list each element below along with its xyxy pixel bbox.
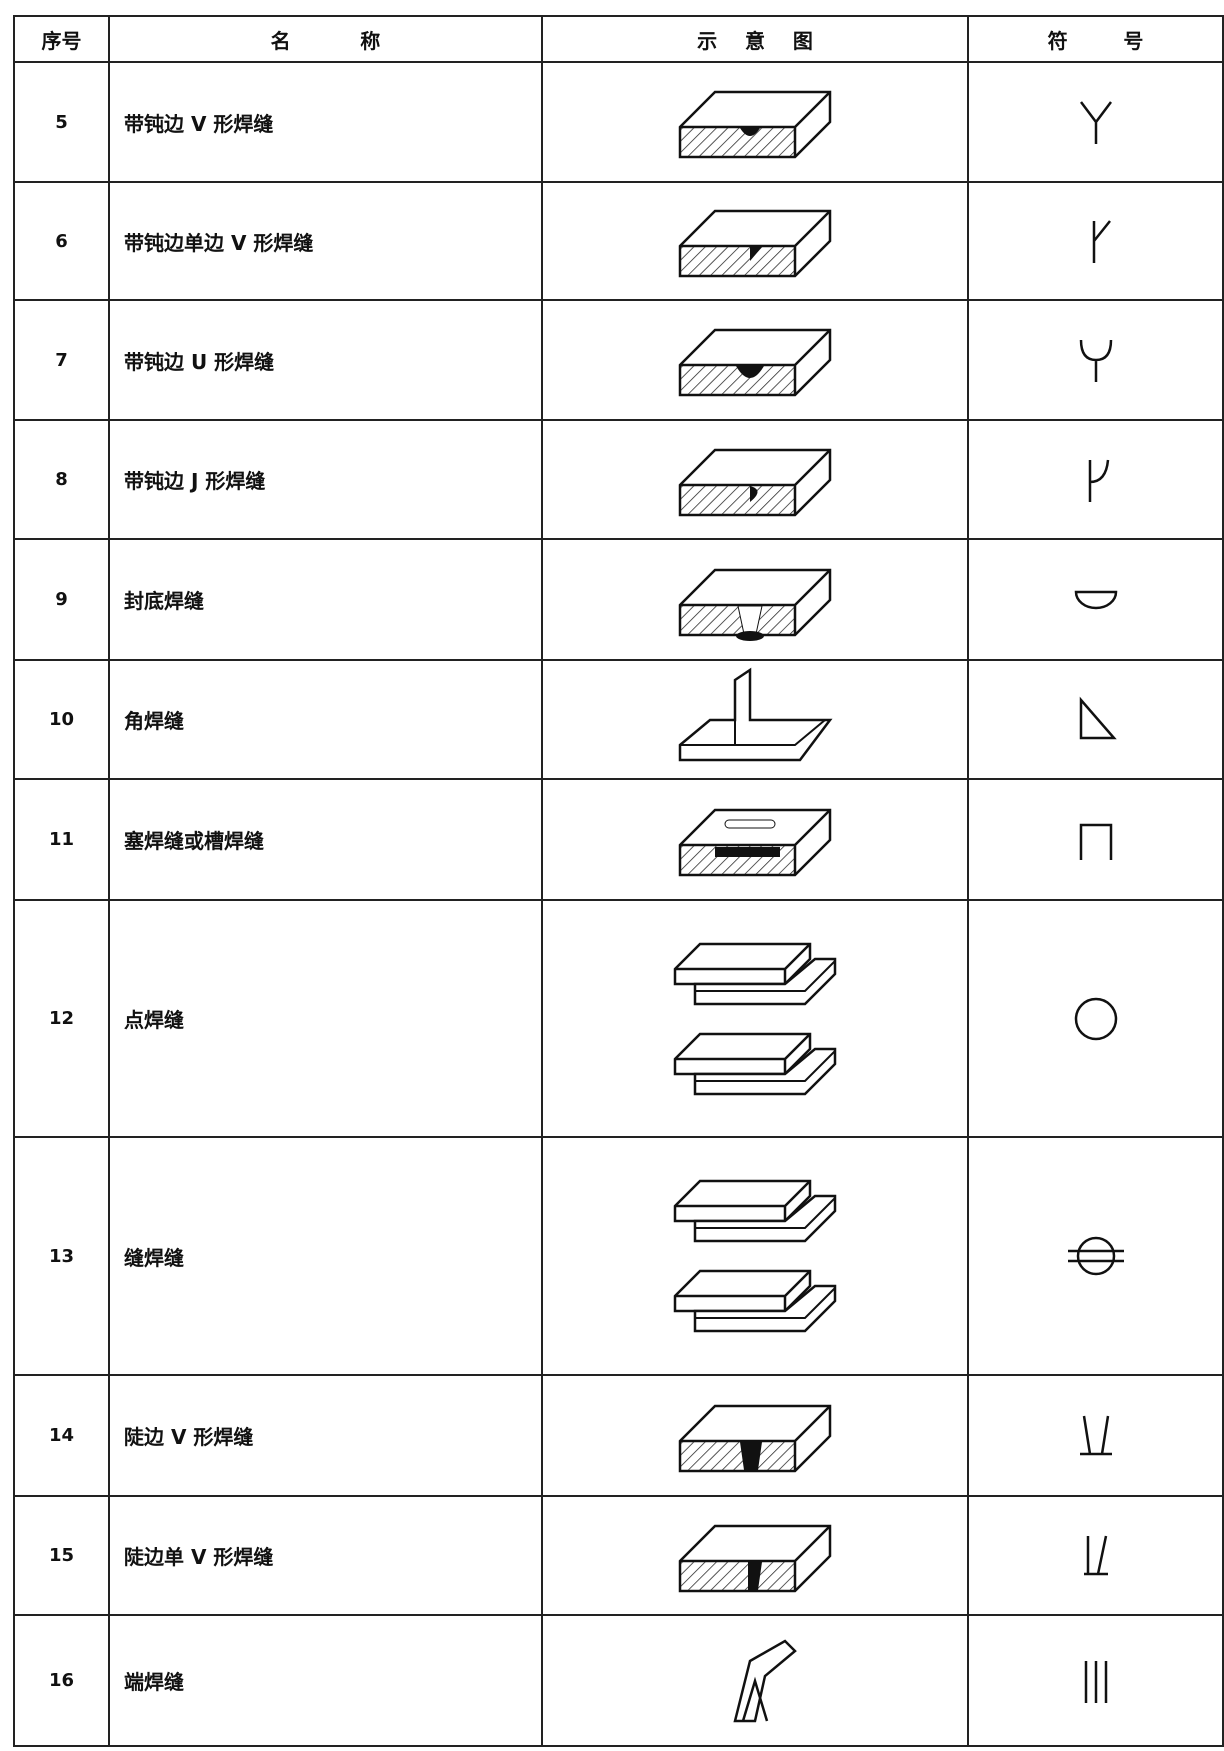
symbol-cell [967,778,1224,901]
diagram-cell [541,181,969,301]
table-row: 14 陡边 V 形焊缝 [13,1374,1224,1497]
row-number: 10 [13,659,110,780]
header-cell: 示 意 图 [541,15,969,63]
table-row: 8 带钝边 J 形焊缝 [13,419,1224,540]
table-row: 11 塞焊缝或槽焊缝 [13,778,1224,901]
weld-name: 带钝边单边 V 形焊缝 [108,181,543,301]
weld-symbol [1092,220,1111,263]
row-number: 9 [13,538,110,661]
weld-symbol [1079,339,1112,382]
diagram-cell [541,299,969,421]
weld-symbol [1067,1236,1124,1276]
table-row: 9 封底焊缝 [13,538,1224,661]
weld-name: 封底焊缝 [108,538,543,661]
symbol-cell [967,659,1224,780]
symbol-cell [967,61,1224,183]
row-number: 6 [13,181,110,301]
diagram-cell [541,1374,969,1497]
row-number: 16 [13,1614,110,1747]
diagram-cell [541,659,969,780]
header-cell: 符 号 [967,15,1224,63]
weld-name: 带钝边 V 形焊缝 [108,61,543,183]
diagram-cell [541,778,969,901]
weld-name: 塞焊缝或槽焊缝 [108,778,543,901]
weld-diagram [673,1032,837,1095]
symbol-cell [967,538,1224,661]
weld-diagram [678,209,832,278]
weld-symbol [1079,1415,1112,1455]
weld-diagram [673,1179,837,1243]
symbol-cell [967,1374,1224,1497]
weld-diagram [678,90,832,159]
table-row: 5 带钝边 V 形焊缝 [13,61,1224,183]
weld-diagram [678,808,832,876]
weld-symbol [1084,1660,1107,1703]
weld-diagram [733,1638,797,1722]
symbol-cell [967,1136,1224,1376]
weld-diagram [678,667,833,761]
table-row: 13 缝焊缝 [13,1136,1224,1376]
header-row: 序号 名 称 示 意 图 符 号 [13,15,1224,63]
symbol-cell [967,1614,1224,1747]
table-row: 12 点焊缝 [13,899,1224,1138]
table-body: 5 带钝边 V 形焊缝 6 带钝边单边 V 形焊缝 7 带钝边 U 形焊缝 8 带钝边 … [13,61,1224,1747]
weld-diagram [678,328,832,397]
table-row: 16 端焊缝 [13,1614,1224,1747]
weld-name: 缝焊缝 [108,1136,543,1376]
weld-symbol [1083,1535,1108,1575]
table-row: 10 角焊缝 [13,659,1224,780]
symbol-cell [967,181,1224,301]
weld-diagram [678,448,832,516]
diagram-cell [541,1136,969,1376]
row-number: 13 [13,1136,110,1376]
table-row: 6 带钝边单边 V 形焊缝 [13,181,1224,301]
weld-diagram [678,568,832,641]
diagram-cell [541,899,969,1138]
symbol-cell [967,899,1224,1138]
row-number: 7 [13,299,110,421]
weld-diagram [673,1269,837,1333]
header-cell: 名 称 [108,15,543,63]
table-row: 7 带钝边 U 形焊缝 [13,299,1224,421]
weld-name: 陡边单 V 形焊缝 [108,1495,543,1616]
table-row: 15 陡边单 V 形焊缝 [13,1495,1224,1616]
weld-diagram [678,1524,832,1592]
symbol-cell [967,1495,1224,1616]
weld-name: 带钝边 U 形焊缝 [108,299,543,421]
row-number: 8 [13,419,110,540]
weld-diagram [673,942,837,1005]
weld-diagram [678,1404,832,1472]
weld-name: 陡边 V 形焊缝 [108,1374,543,1497]
weld-name: 角焊缝 [108,659,543,780]
weld-symbol [1074,590,1117,609]
diagram-cell [541,1614,969,1747]
weld-name: 点焊缝 [108,899,543,1138]
symbol-cell [967,419,1224,540]
diagram-cell [541,1495,969,1616]
row-number: 5 [13,61,110,183]
weld-symbol [1079,823,1112,860]
header-cell: 序号 [13,15,110,63]
weld-symbol [1079,696,1117,739]
symbol-cell [967,299,1224,421]
row-number: 15 [13,1495,110,1616]
row-number: 11 [13,778,110,901]
diagram-cell [541,419,969,540]
weld-symbol [1079,101,1112,144]
weld-symbol [1074,997,1117,1040]
row-number: 12 [13,899,110,1138]
weld-name: 端焊缝 [108,1614,543,1747]
diagram-cell [541,538,969,661]
weld-symbol [1088,459,1109,502]
symbol-table: 序号 名 称 示 意 图 符 号 5 带钝边 V 形焊缝 6 带钝边单边 V 形焊缝… [13,15,1224,1747]
diagram-cell [541,61,969,183]
row-number: 14 [13,1374,110,1497]
weld-name: 带钝边 J 形焊缝 [108,419,543,540]
